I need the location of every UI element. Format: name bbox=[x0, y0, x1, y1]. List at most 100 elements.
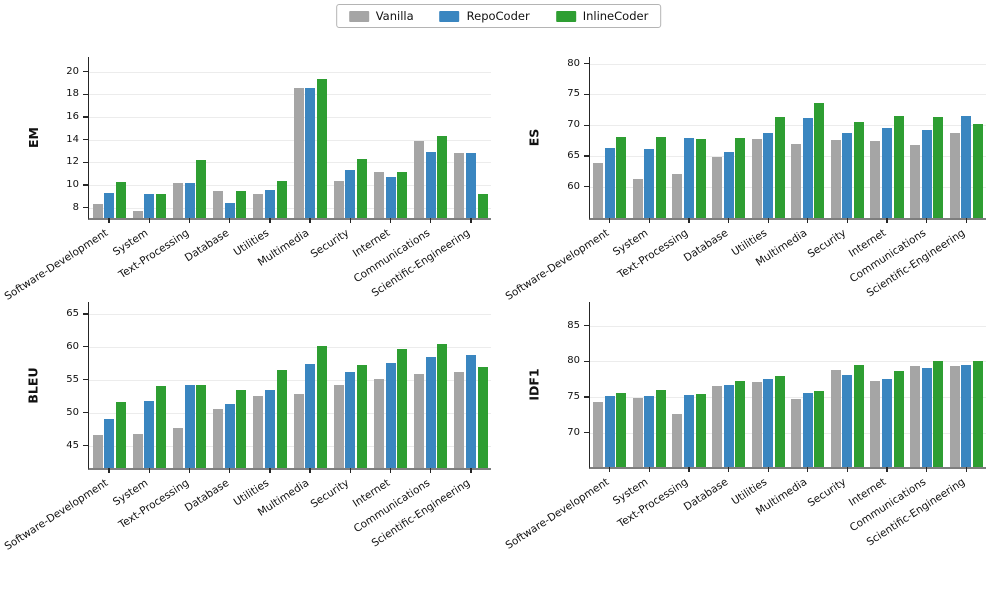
y-tick-mark bbox=[82, 207, 88, 209]
bar-inlinecoder-system bbox=[155, 194, 166, 218]
bar-vanilla-internet bbox=[373, 171, 384, 218]
bar-inlinecoder-scientific-engineering bbox=[972, 360, 983, 467]
y-tick-label: 80 bbox=[567, 355, 580, 367]
y-tick-label: 85 bbox=[567, 319, 580, 331]
bar-inlinecoder-scientific-engineering bbox=[477, 194, 488, 218]
bar-vanilla-database bbox=[213, 409, 224, 468]
bar-vanilla-internet bbox=[373, 379, 384, 468]
bar-vanilla-system bbox=[632, 397, 643, 467]
bar-inlinecoder-database bbox=[735, 137, 746, 218]
bar-repocoder-utilities bbox=[264, 189, 275, 218]
gridline bbox=[89, 346, 491, 348]
bar-inlinecoder-security bbox=[356, 159, 367, 218]
bar-inlinecoder-internet bbox=[397, 348, 408, 468]
x-tick-mark bbox=[648, 218, 651, 223]
bar-repocoder-scientific-engineering bbox=[961, 364, 972, 467]
bar-inlinecoder-database bbox=[236, 390, 247, 468]
y-axis-label: ES bbox=[527, 57, 542, 218]
bar-repocoder-security bbox=[345, 372, 356, 468]
bar-vanilla-communications bbox=[414, 373, 425, 468]
y-tick-mark bbox=[82, 93, 88, 96]
y-tick-mark bbox=[583, 360, 589, 362]
legend-item-inlinecoder: InlineCoder bbox=[555, 9, 648, 23]
x-tick-mark bbox=[108, 468, 110, 473]
legend-swatch-inlinecoder bbox=[555, 10, 576, 22]
bar-inlinecoder-database bbox=[735, 381, 746, 467]
gridline bbox=[89, 445, 491, 447]
bar-vanilla-multimedia bbox=[293, 393, 304, 468]
gridline bbox=[89, 207, 491, 209]
y-tick-label: 20 bbox=[66, 65, 79, 77]
bar-vanilla-database bbox=[213, 190, 224, 218]
gridline bbox=[89, 117, 491, 119]
x-tick-mark bbox=[965, 218, 967, 223]
bar-inlinecoder-communications bbox=[437, 136, 448, 218]
bar-vanilla-text-processing bbox=[172, 427, 183, 468]
y-tick-label: 50 bbox=[66, 406, 79, 418]
gridline bbox=[89, 162, 491, 164]
bar-inlinecoder-security bbox=[356, 365, 367, 468]
x-tick-mark bbox=[965, 467, 967, 472]
y-tick-label: 10 bbox=[66, 179, 79, 191]
y-axis-label: BLEU bbox=[26, 302, 41, 468]
gridline bbox=[590, 361, 986, 363]
bar-vanilla-software-development bbox=[92, 204, 103, 218]
x-tick-mark bbox=[229, 218, 231, 223]
legend-label: RepoCoder bbox=[466, 9, 530, 23]
bar-inlinecoder-internet bbox=[397, 171, 408, 218]
bar-repocoder-database bbox=[723, 384, 734, 467]
bar-inlinecoder-system bbox=[656, 136, 666, 218]
bar-vanilla-scientific-engineering bbox=[454, 371, 465, 468]
gridline bbox=[590, 397, 986, 398]
bar-repocoder-system bbox=[144, 400, 155, 468]
bar-repocoder-scientific-engineering bbox=[465, 354, 476, 468]
legend-label: Vanilla bbox=[375, 9, 414, 23]
bar-vanilla-utilities bbox=[751, 382, 762, 467]
bar-inlinecoder-scientific-engineering bbox=[477, 367, 488, 468]
x-tick-mark bbox=[609, 218, 611, 223]
bar-vanilla-system bbox=[132, 433, 143, 468]
bar-vanilla-text-processing bbox=[672, 173, 683, 218]
bar-vanilla-system bbox=[132, 211, 143, 218]
bar-vanilla-communications bbox=[910, 144, 920, 218]
legend: Vanilla RepoCoder InlineCoder bbox=[335, 4, 662, 28]
bar-inlinecoder-multimedia bbox=[316, 346, 327, 468]
bar-repocoder-security bbox=[842, 132, 853, 218]
bar-vanilla-scientific-engineering bbox=[949, 132, 960, 218]
bar-repocoder-software-development bbox=[104, 193, 115, 218]
bar-repocoder-communications bbox=[425, 357, 436, 468]
x-tick-mark bbox=[925, 218, 928, 223]
bar-repocoder-database bbox=[224, 404, 235, 468]
y-tick-mark bbox=[82, 139, 88, 141]
y-tick-mark bbox=[82, 346, 88, 348]
x-tick-mark bbox=[349, 218, 351, 223]
bar-vanilla-security bbox=[830, 139, 841, 218]
y-tick-label: 55 bbox=[66, 373, 79, 385]
y-tick-label: 16 bbox=[66, 111, 79, 123]
gridline bbox=[89, 94, 491, 96]
y-tick-mark bbox=[82, 116, 88, 118]
y-tick-label: 60 bbox=[66, 340, 79, 352]
x-tick-mark bbox=[269, 468, 271, 473]
bar-vanilla-multimedia bbox=[293, 87, 304, 218]
gridline bbox=[89, 139, 491, 141]
y-tick-label: 75 bbox=[567, 391, 580, 402]
bar-repocoder-text-processing bbox=[684, 138, 694, 218]
bar-vanilla-software-development bbox=[92, 435, 103, 468]
gridline bbox=[590, 186, 986, 188]
y-tick-mark bbox=[82, 184, 88, 186]
bar-vanilla-scientific-engineering bbox=[949, 365, 960, 467]
x-tick-mark bbox=[727, 218, 730, 223]
y-tick-mark bbox=[583, 185, 589, 188]
x-tick-mark bbox=[609, 467, 611, 472]
x-tick-mark bbox=[767, 218, 769, 223]
x-tick-mark bbox=[807, 218, 809, 223]
bar-vanilla-security bbox=[333, 385, 344, 468]
y-tick-mark bbox=[583, 432, 589, 434]
bar-repocoder-multimedia bbox=[305, 363, 316, 468]
bar-inlinecoder-scientific-engineering bbox=[972, 123, 983, 218]
bar-inlinecoder-system bbox=[656, 389, 666, 467]
x-tick-mark bbox=[846, 467, 849, 472]
bar-vanilla-internet bbox=[870, 380, 881, 467]
gridline bbox=[89, 379, 491, 381]
